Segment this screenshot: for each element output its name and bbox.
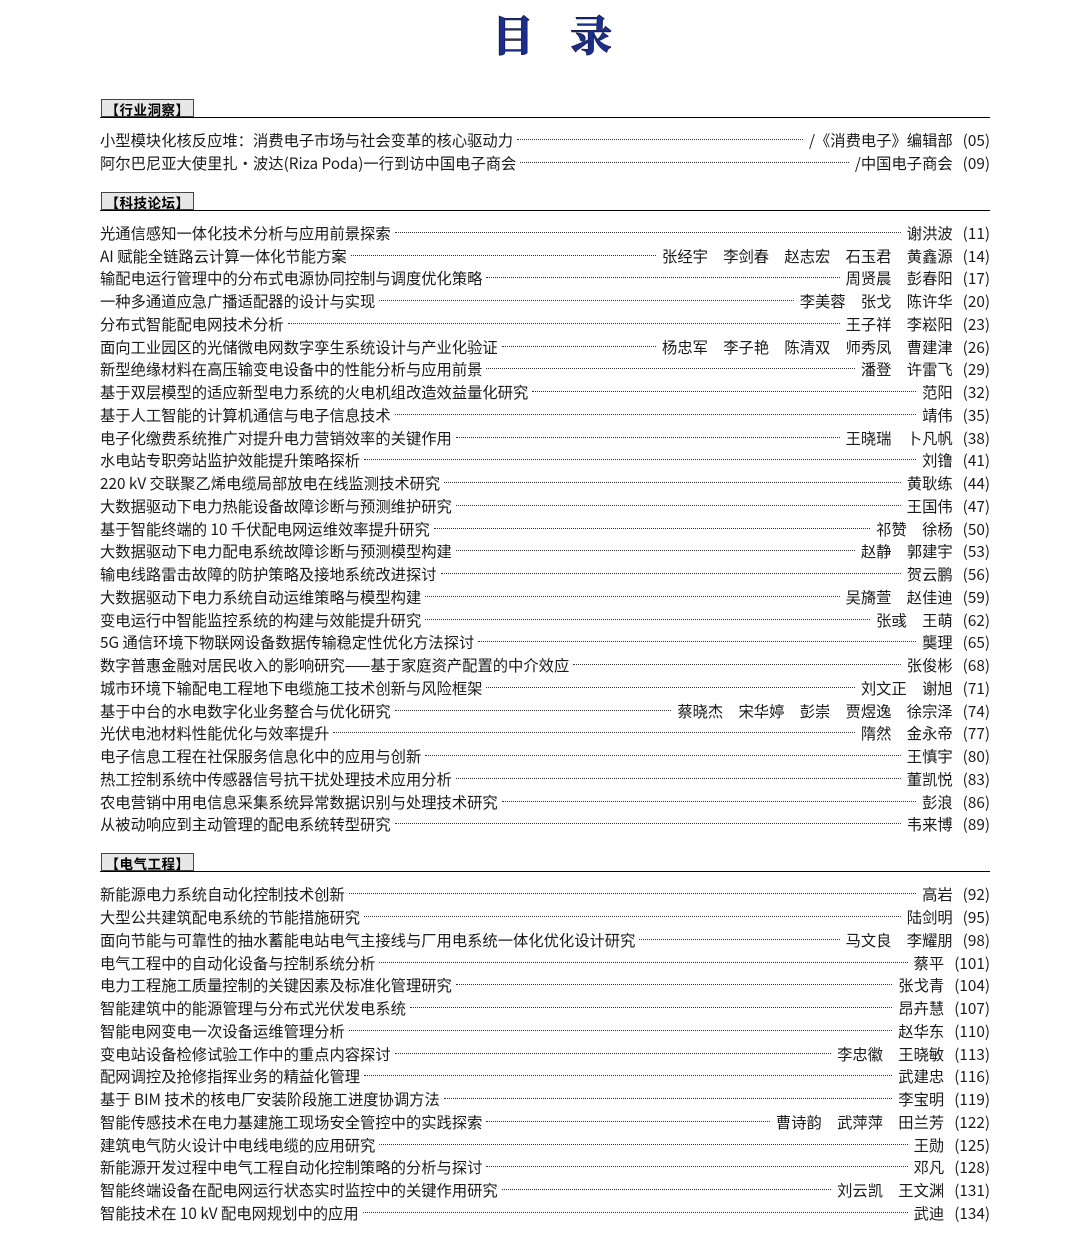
- svg-text:目: 目: [492, 4, 534, 64]
- svg-text:录: 录: [570, 4, 612, 64]
